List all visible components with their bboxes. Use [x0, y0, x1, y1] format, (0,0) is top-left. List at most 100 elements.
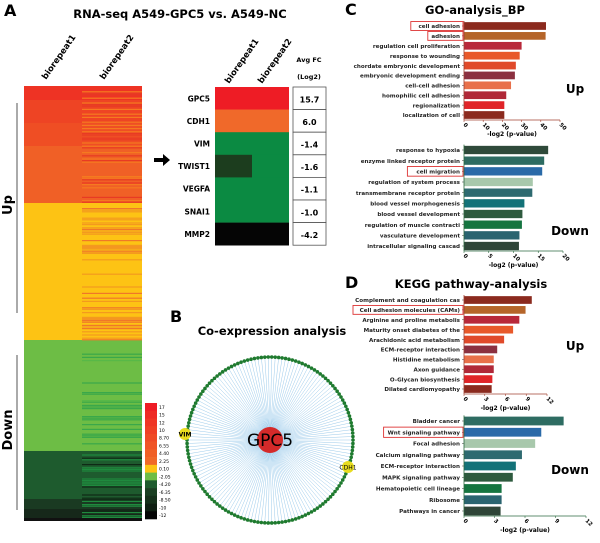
- network-node: [350, 424, 354, 428]
- panel-b-title: Co-expression analysis: [198, 324, 347, 338]
- heatmap-stripe: [82, 244, 142, 246]
- bar: [464, 355, 494, 364]
- network-edge: [234, 439, 271, 516]
- network-node: [187, 458, 192, 463]
- network-edge: [269, 402, 345, 441]
- network-edge: [269, 439, 333, 495]
- heatmap-stripe: [82, 497, 142, 499]
- network-node: [192, 404, 196, 409]
- x-tick-label: 0: [462, 253, 469, 260]
- highlight-box: [352, 304, 464, 315]
- heatmap-stripe: [82, 467, 142, 469]
- network-edge: [247, 439, 271, 521]
- network-edge: [269, 439, 336, 492]
- network-node: [337, 484, 341, 488]
- highlight-box: [383, 426, 464, 438]
- network-node: [193, 401, 198, 405]
- arrow-right-icon: [154, 154, 170, 166]
- network-edge: [269, 358, 286, 441]
- network-node: [205, 383, 209, 388]
- network-edge: [269, 364, 306, 441]
- heatmap-stripe: [82, 97, 142, 99]
- network-edge: [189, 419, 271, 441]
- bar: [464, 472, 513, 482]
- bar: [464, 375, 493, 383]
- bar: [464, 51, 520, 60]
- network-edge: [269, 422, 352, 441]
- network-node: [236, 514, 240, 519]
- network-edge: [269, 419, 351, 441]
- x-axis-label: -log2 (p-value): [500, 527, 550, 534]
- heatmap-column-label: biorepeat2: [98, 33, 136, 82]
- heatmap-stripe: [82, 515, 142, 517]
- network-node: [242, 359, 247, 363]
- heatmap-stripe: [82, 308, 142, 310]
- network-edge: [269, 439, 306, 516]
- network-node: [348, 417, 353, 422]
- network-node: [321, 502, 325, 506]
- bar: [464, 156, 545, 165]
- colorbar-tick-label: 8.70: [159, 436, 169, 442]
- network-node: [189, 410, 194, 415]
- colorbar-segment: [145, 488, 157, 497]
- heatmap-stripe: [82, 252, 142, 254]
- heatmap-stripe: [82, 404, 142, 406]
- network-node: [290, 518, 295, 522]
- network-node: [297, 515, 301, 520]
- network-node: [229, 511, 234, 516]
- network-edge: [269, 439, 350, 465]
- network-edge: [225, 369, 271, 441]
- network-edge: [269, 439, 290, 521]
- heatmap-stripe: [82, 454, 142, 456]
- network-node: [287, 519, 291, 523]
- network-edge: [250, 439, 271, 521]
- fc-value: -1.6: [301, 163, 319, 172]
- network-edge: [269, 439, 279, 523]
- bar-category-label: Pathways in cancer: [399, 509, 460, 515]
- network-edge: [269, 439, 338, 489]
- gene-cell-biorepeat2: [252, 109, 289, 133]
- heatmap-stripe: [82, 510, 142, 512]
- network-edge: [187, 439, 271, 444]
- network-node: [328, 381, 333, 385]
- bar-category-label: enzyme linked receptor protein: [361, 159, 460, 165]
- x-axis-label: -log2 (p-value): [487, 131, 537, 138]
- network-node: [328, 495, 333, 499]
- network-edge: [188, 439, 271, 458]
- network-node: [188, 462, 193, 466]
- heatmap-stripe: [82, 139, 142, 141]
- network-node: [333, 386, 337, 391]
- gene-cell-biorepeat2: [252, 132, 289, 156]
- gene-label: SNAI1: [185, 207, 211, 216]
- heatmap-block-biorepeat1: [24, 518, 82, 521]
- x-tick-label: 20: [500, 122, 510, 132]
- network-edge: [269, 439, 296, 520]
- network-edge: [190, 439, 271, 465]
- network-edge: [269, 439, 352, 455]
- gene-cell-biorepeat1: [215, 109, 252, 133]
- panel-letter-d: D: [345, 273, 358, 292]
- heatmap-stripe: [82, 417, 142, 419]
- bar-category-label: Complement and coagulation cas: [355, 298, 460, 304]
- heatmap-stripe: [82, 478, 142, 480]
- network-node: [326, 378, 330, 383]
- network-node: [210, 378, 214, 383]
- network-edge: [269, 429, 353, 441]
- network-node: [249, 519, 253, 523]
- network-node: [339, 481, 343, 485]
- heatmap-block-biorepeat1: [24, 509, 82, 518]
- network-edge: [269, 439, 312, 513]
- network-node: [197, 481, 201, 485]
- network-edge: [228, 367, 271, 441]
- colorbar-tick-label: 12: [159, 420, 165, 426]
- network-edge: [269, 439, 340, 487]
- bar: [464, 335, 505, 344]
- x-tick-label: 6: [523, 518, 530, 525]
- heatmap-stripe: [82, 300, 142, 302]
- network-edge: [269, 439, 303, 517]
- bar-category-label: cell migration: [416, 170, 460, 176]
- gene-cell-biorepeat2: [252, 222, 289, 246]
- bar: [464, 325, 514, 334]
- heatmap-stripe: [82, 312, 142, 314]
- heatmap-stripe: [82, 483, 142, 485]
